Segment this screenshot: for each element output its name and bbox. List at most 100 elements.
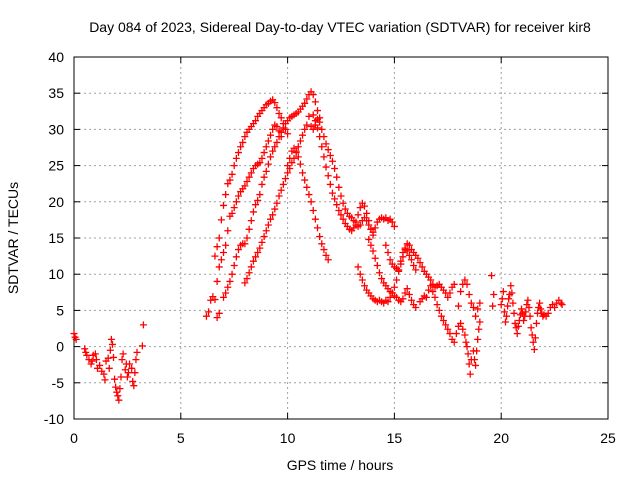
data-point — [490, 290, 498, 298]
data-point — [96, 361, 104, 369]
gridlines — [74, 57, 608, 419]
data-point — [498, 295, 506, 303]
data-point — [264, 137, 272, 145]
data-point — [463, 343, 471, 351]
data-point — [401, 289, 409, 297]
data-point — [320, 133, 328, 141]
data-point — [108, 340, 116, 348]
data-point — [501, 318, 509, 326]
data-point — [215, 263, 223, 271]
data-point — [384, 248, 392, 256]
data-point — [252, 201, 260, 209]
data-point — [228, 170, 236, 178]
data-point — [275, 192, 283, 200]
data-point — [303, 121, 311, 129]
data-point — [414, 254, 422, 262]
series-descent_a — [284, 144, 332, 264]
data-point — [237, 143, 245, 151]
data-point — [224, 227, 232, 235]
data-point — [213, 243, 221, 251]
data-point — [444, 293, 452, 301]
data-point — [532, 319, 540, 327]
data-point — [118, 356, 126, 364]
data-point — [115, 396, 123, 404]
data-point — [104, 354, 112, 362]
data-point — [234, 192, 242, 200]
data-point — [369, 247, 377, 255]
data-point — [517, 305, 525, 313]
data-point — [463, 280, 471, 288]
x-tick-label: 20 — [493, 430, 509, 446]
data-point — [241, 279, 249, 287]
data-point — [88, 357, 96, 365]
data-point — [311, 98, 319, 106]
y-tick-label: -5 — [52, 375, 65, 391]
y-tick-label: -10 — [44, 411, 64, 427]
data-point — [252, 117, 260, 125]
data-point — [412, 266, 420, 274]
data-point — [489, 302, 497, 310]
x-tick-label: 0 — [70, 430, 78, 446]
data-point — [358, 276, 366, 284]
data-point — [260, 149, 268, 157]
data-point — [138, 342, 146, 350]
data-point — [211, 296, 219, 304]
data-point — [273, 138, 281, 146]
data-point — [427, 282, 435, 290]
data-point — [107, 335, 115, 343]
data-point — [314, 107, 322, 115]
data-point — [473, 347, 481, 355]
data-point — [509, 299, 517, 307]
data-point — [431, 293, 439, 301]
data-point — [365, 221, 373, 229]
data-point — [220, 293, 228, 301]
data-point — [241, 182, 249, 190]
data-point — [333, 201, 341, 209]
data-point — [444, 325, 452, 333]
data-point — [513, 330, 521, 338]
data-point — [328, 189, 336, 197]
x-tick-label: 25 — [600, 430, 616, 446]
data-point — [401, 246, 409, 254]
data-point — [247, 169, 255, 177]
data-point — [234, 246, 242, 254]
data-point — [247, 263, 255, 271]
data-point — [488, 272, 496, 280]
data-point — [403, 285, 411, 293]
data-point — [476, 318, 484, 326]
data-point — [243, 178, 251, 186]
data-point — [475, 325, 483, 333]
data-point — [337, 211, 345, 219]
series-post_gap — [497, 282, 566, 353]
data-point — [309, 206, 317, 214]
data-point — [202, 312, 210, 320]
data-point — [429, 288, 437, 296]
data-point — [254, 248, 262, 256]
data-point — [114, 392, 122, 400]
data-point — [472, 312, 480, 320]
data-point — [277, 128, 285, 136]
data-point — [335, 183, 343, 191]
data-point — [247, 217, 255, 225]
data-point — [457, 319, 465, 327]
data-point — [303, 95, 311, 103]
data-point — [299, 131, 307, 139]
data-point — [318, 125, 326, 133]
data-point — [311, 121, 319, 129]
data-point — [371, 224, 379, 232]
data-point — [500, 308, 508, 316]
data-point — [277, 114, 285, 122]
y-tick-label: 25 — [48, 158, 64, 174]
x-tick-label: 15 — [387, 430, 403, 446]
data-point — [457, 288, 465, 296]
data-point — [309, 111, 317, 119]
data-point — [273, 123, 281, 131]
data-point — [397, 260, 405, 268]
data-point — [305, 191, 313, 199]
data-point — [311, 215, 319, 223]
data-point — [301, 125, 309, 133]
data-point — [469, 304, 477, 312]
data-point — [322, 163, 330, 171]
data-point — [224, 180, 232, 188]
data-point — [130, 382, 138, 390]
